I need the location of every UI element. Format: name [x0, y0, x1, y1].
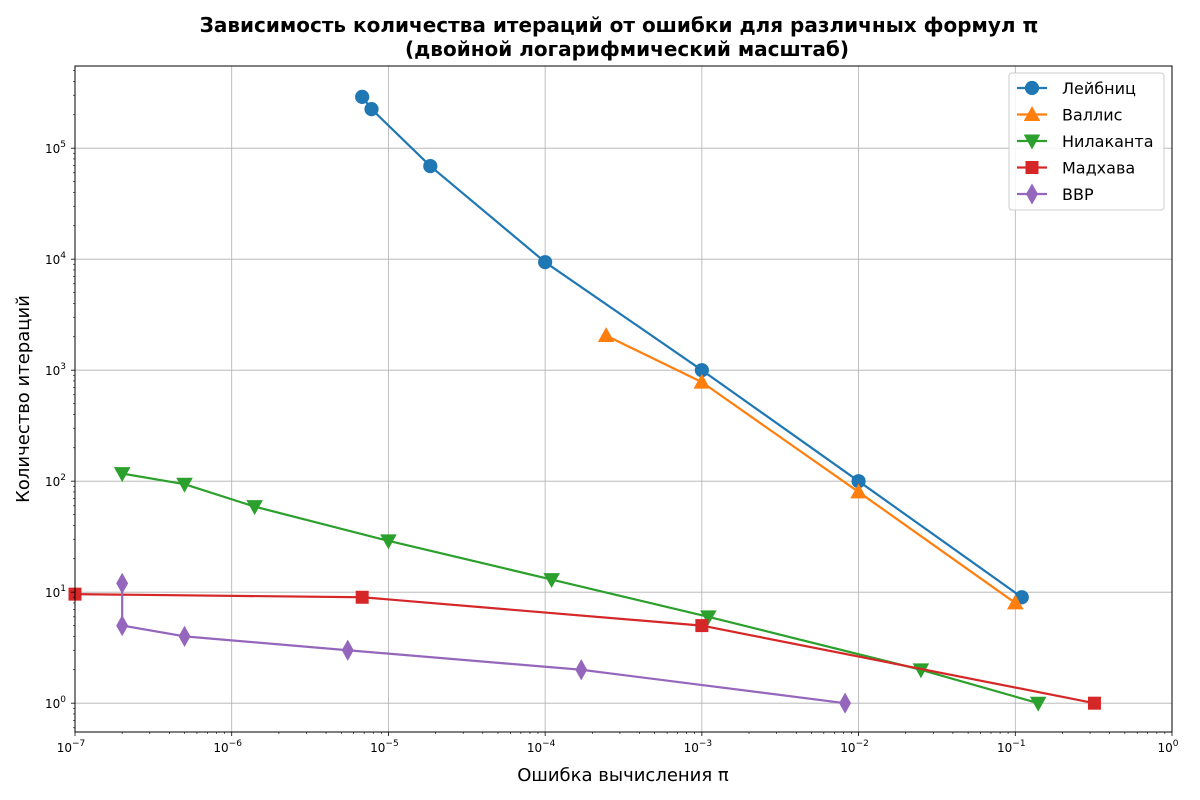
series-4	[68, 587, 1101, 710]
data-point	[575, 659, 588, 681]
legend-marker	[1023, 134, 1041, 150]
x-tick-label: 10−1	[997, 739, 1026, 755]
x-tick-label-exponent: −7	[72, 739, 85, 749]
legend-label: Мадхава	[1062, 159, 1135, 178]
data-point	[597, 327, 615, 343]
y-tick-label-base: 10	[45, 697, 60, 711]
data-point	[176, 477, 193, 493]
x-tick-label-base: 10	[997, 741, 1012, 755]
legend-item: Валлис	[1017, 106, 1122, 125]
data-point	[178, 625, 191, 647]
y-tick-label-exponent: 2	[60, 473, 66, 483]
x-tick-label-base: 10	[1157, 741, 1172, 755]
x-tick-label-exponent: −6	[229, 739, 243, 749]
y-tick-label: 104	[45, 251, 66, 267]
x-axis-label: Ошибка вычисления π	[517, 765, 729, 786]
data-point	[1087, 696, 1101, 710]
legend-label: Нилаканта	[1062, 132, 1154, 151]
x-tick-label-exponent: −1	[1012, 739, 1025, 749]
x-tick-label-base: 10	[527, 741, 542, 755]
legend-marker	[1026, 183, 1038, 205]
y-tick-label-base: 10	[45, 586, 60, 600]
data-point	[380, 534, 397, 550]
y-tick-label-base: 10	[45, 142, 60, 156]
axis-ticks: 10−7 10−6 10−5 10−4 10−3 10−2 10−1 100100101102…	[45, 70, 1179, 755]
chart-subtitle: (двойной логарифмический масштаб)	[405, 37, 849, 61]
y-tick-label: 105	[45, 140, 66, 156]
x-tick-label: 10−5	[370, 739, 399, 755]
plot-series	[68, 89, 1101, 714]
series-2	[597, 327, 1024, 610]
y-tick-label-base: 10	[45, 475, 60, 489]
y-tick-label: 103	[45, 362, 66, 378]
x-tick-label: 10−4	[527, 739, 556, 755]
data-point	[538, 255, 553, 270]
legend-marker	[1024, 80, 1040, 96]
data-point	[113, 467, 131, 483]
legend-item: BBP	[1017, 183, 1094, 205]
x-tick-label-base: 10	[840, 741, 855, 755]
series-5	[116, 572, 852, 714]
legend-label: Валлис	[1062, 106, 1122, 125]
y-tick-label-base: 10	[45, 253, 60, 267]
y-tick-label: 102	[45, 473, 66, 489]
y-tick-label: 101	[45, 584, 66, 600]
data-point	[700, 610, 717, 626]
x-tick-label-exponent: −2	[856, 739, 869, 749]
x-tick-label-base: 10	[213, 741, 228, 755]
y-tick-label-exponent: 5	[60, 140, 66, 150]
data-point	[423, 158, 438, 174]
x-tick-label-base: 10	[57, 741, 72, 755]
x-tick-label: 10−7	[57, 739, 86, 755]
data-point	[1029, 696, 1047, 712]
legend-item: Нилаканта	[1017, 132, 1154, 151]
data-point	[850, 483, 867, 499]
data-point	[116, 572, 129, 595]
y-axis-label: Количество итераций	[13, 295, 34, 503]
legend-label: Лейбниц	[1062, 79, 1136, 98]
data-point	[839, 692, 852, 714]
legend-item: Лейбниц	[1017, 79, 1136, 98]
data-point	[695, 619, 709, 633]
legend-marker	[1025, 161, 1039, 174]
x-tick-label: 100	[1157, 739, 1178, 755]
x-tick-label-exponent: −5	[385, 739, 398, 749]
y-tick-label: 100	[45, 695, 66, 711]
y-tick-label-exponent: 3	[60, 362, 66, 372]
data-point	[1006, 594, 1024, 610]
data-point	[355, 89, 370, 104]
series-line	[74, 593, 1095, 705]
legend-label: BBP	[1062, 185, 1094, 204]
data-point	[246, 500, 263, 516]
x-tick-label: 10−2	[840, 739, 869, 755]
y-tick-label-base: 10	[45, 364, 60, 378]
plot-frame	[74, 65, 1173, 733]
y-tick-label-exponent: 4	[60, 251, 66, 261]
data-point	[364, 101, 379, 117]
x-tick-label-exponent: −4	[542, 739, 556, 749]
x-tick-label: 10−3	[684, 739, 713, 755]
data-point	[355, 590, 369, 604]
legend-box	[1008, 72, 1165, 211]
data-point	[543, 573, 560, 589]
data-point	[116, 614, 129, 637]
x-tick-label-base: 10	[370, 741, 385, 755]
x-tick-label: 10−6	[213, 739, 242, 755]
series-line	[605, 334, 1016, 604]
y-tick-label-exponent: 0	[60, 695, 66, 705]
x-tick-label-exponent: 0	[1173, 739, 1179, 749]
legend-marker	[1023, 106, 1041, 121]
data-point	[693, 373, 711, 389]
x-tick-label-base: 10	[684, 741, 699, 755]
chart-title: Зависимость количества итераций от ошибк…	[200, 13, 1039, 37]
y-tick-label-exponent: 1	[60, 584, 66, 594]
legend: Лейбниц Валлис Нилаканта Мадхава BBP	[1008, 72, 1165, 211]
legend-item: Мадхава	[1017, 159, 1135, 178]
x-tick-label-exponent: −3	[699, 739, 712, 749]
data-point	[341, 639, 354, 661]
